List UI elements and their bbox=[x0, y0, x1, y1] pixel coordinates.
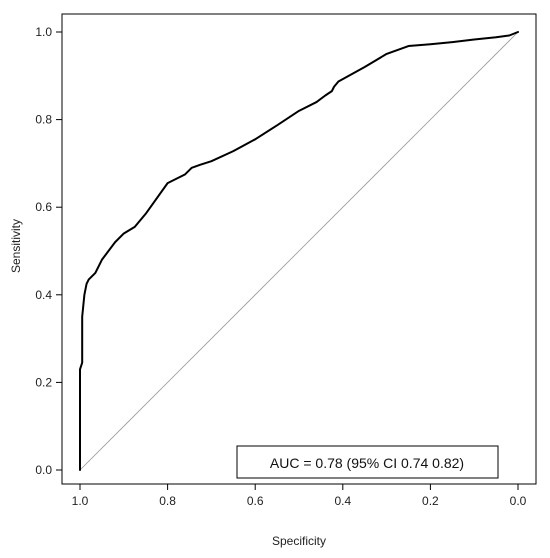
x-tick-label: 0.2 bbox=[422, 494, 439, 508]
reference-diagonal-line bbox=[79, 31, 519, 471]
y-axis-title: Sensitivity bbox=[9, 219, 23, 273]
roc-curve-line bbox=[79, 31, 519, 471]
x-tick-label: 0.8 bbox=[159, 494, 176, 508]
x-tick-label: 0.0 bbox=[510, 494, 527, 508]
auc-annotation-box bbox=[236, 445, 499, 479]
auc-annotation-text: AUC = 0.78 (95% CI 0.74 0.82) bbox=[270, 455, 464, 471]
auc-annotation: AUC = 0.78 (95% CI 0.74 0.82) bbox=[236, 445, 499, 479]
y-tick-label: 1.0 bbox=[35, 25, 52, 39]
x-tick-label: 0.4 bbox=[334, 494, 351, 508]
y-tick-label: 0.4 bbox=[35, 288, 52, 302]
x-axis-title: Specificity bbox=[272, 534, 326, 548]
y-tick-label: 0.2 bbox=[35, 375, 52, 389]
y-tick-label: 0.6 bbox=[35, 200, 52, 214]
x-axis: 1.0 0.8 0.6 0.4 0.2 0.0 bbox=[72, 484, 527, 508]
y-tick-label: 0.8 bbox=[35, 113, 52, 127]
y-tick-label: 0.0 bbox=[35, 463, 52, 477]
x-tick-label: 0.6 bbox=[247, 494, 264, 508]
x-tick-label: 1.0 bbox=[72, 494, 89, 508]
plot-frame bbox=[61, 13, 537, 485]
y-axis: 0.0 0.2 0.4 0.6 0.8 1.0 bbox=[35, 25, 62, 477]
